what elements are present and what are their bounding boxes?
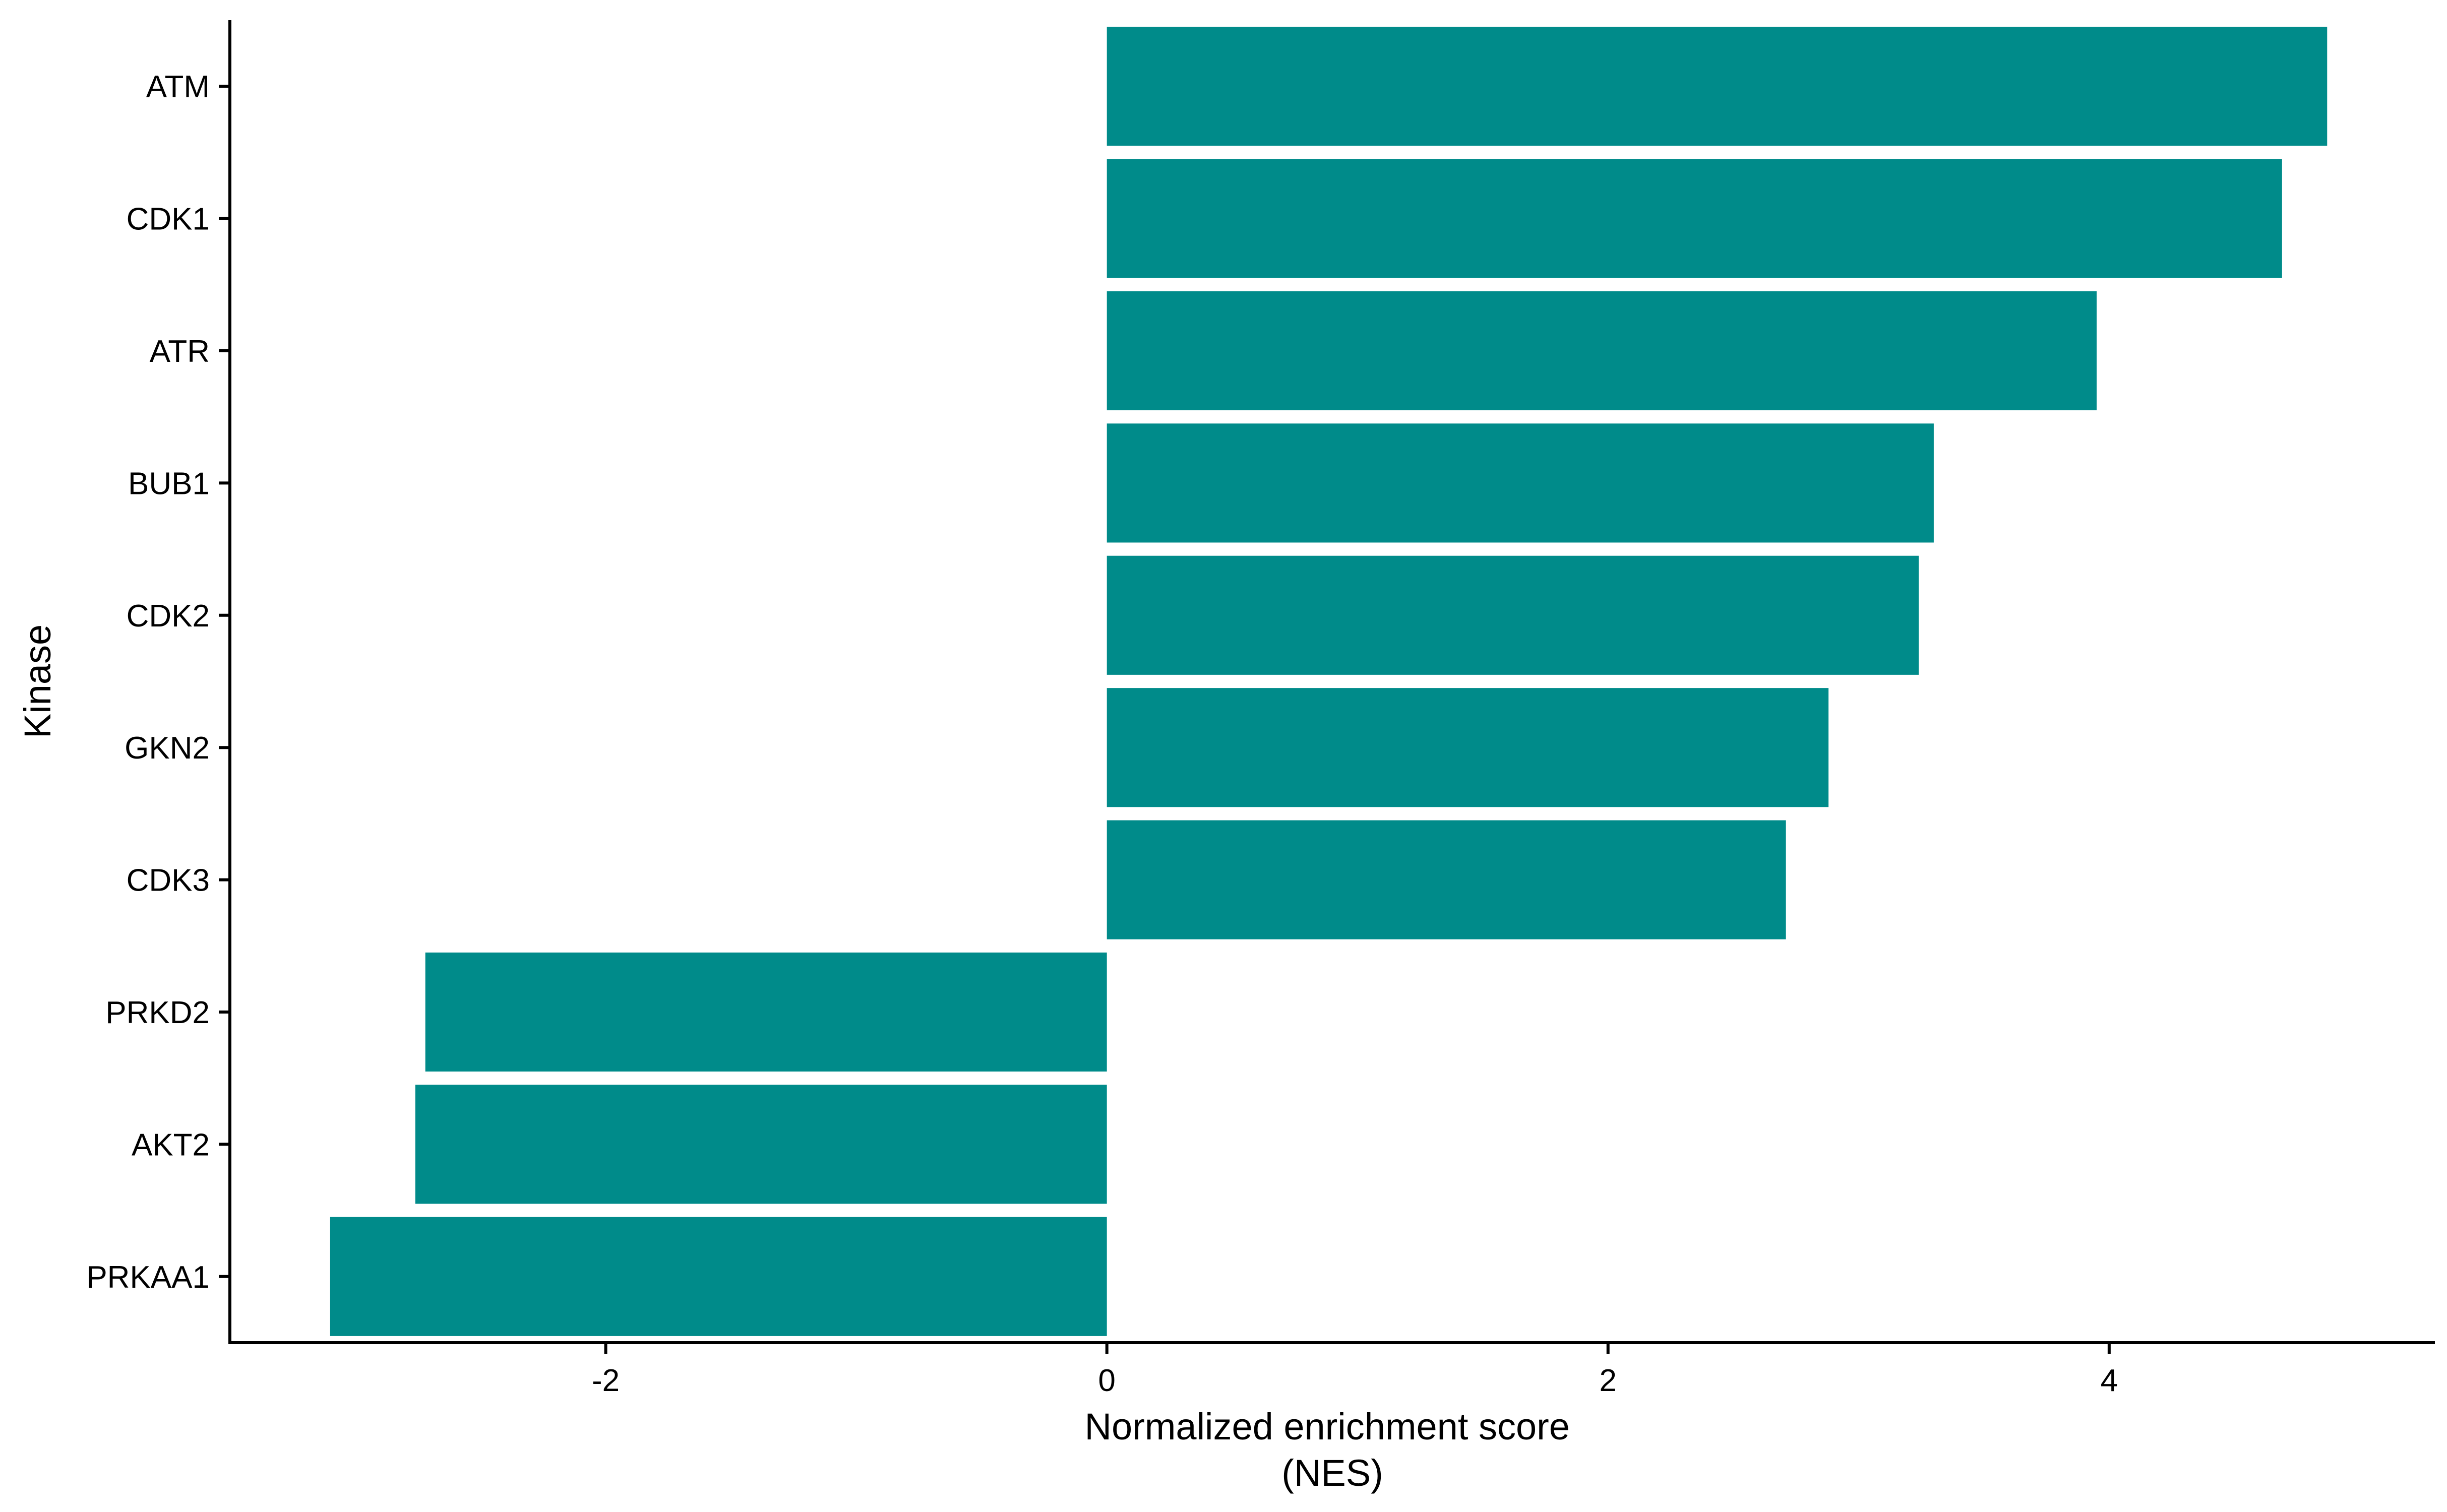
x-tick-label: 2	[1600, 1363, 1617, 1398]
y-tick-label-prkaa1: PRKAA1	[86, 1260, 210, 1295]
y-tick-label-cdk1: CDK1	[127, 202, 210, 237]
x-axis-title-line-1: Normalized enrichment score	[1085, 1406, 1570, 1447]
y-tick-label-gkn2: GKN2	[125, 731, 210, 766]
bar-prkd2	[425, 952, 1107, 1072]
y-tick-label-akt2: AKT2	[132, 1127, 210, 1162]
bars-group	[330, 27, 2328, 1336]
y-tick-label-prkd2: PRKD2	[105, 995, 210, 1030]
x-tick-label: -2	[592, 1363, 620, 1398]
x-tick-label: 4	[2101, 1363, 2118, 1398]
x-tick-label: 0	[1098, 1363, 1115, 1398]
x-axis-title-line-2: (NES)	[1281, 1452, 1383, 1494]
x-axis-title: Normalized enrichment score (NES)	[1085, 1406, 1580, 1494]
bar-cdk1	[1107, 159, 2282, 278]
y-tick-label-bub1: BUB1	[128, 466, 210, 501]
y-axis-title: Kinase	[17, 624, 58, 738]
y-tick-label-cdk2: CDK2	[127, 599, 210, 634]
y-axis-ticks: ATM CDK1 ATR BUB1 CDK2 GKN2 CDK3 PRKD2 AKT2 PRKAA…	[86, 70, 230, 1295]
bar-cdk2	[1107, 555, 1919, 675]
bar-prkaa1	[330, 1217, 1107, 1336]
y-tick-label-atm: ATM	[146, 70, 210, 104]
bar-gkn2	[1107, 688, 1829, 807]
bar-atr	[1107, 291, 2097, 411]
bar-cdk3	[1107, 820, 1786, 939]
y-tick-label-cdk3: CDK3	[127, 863, 210, 898]
bar-bub1	[1107, 423, 1934, 543]
x-axis-ticks: -2 0 2 4	[592, 1343, 2118, 1398]
bar-akt2	[415, 1085, 1107, 1204]
y-tick-label-atr: ATR	[150, 334, 210, 369]
bar-atm	[1107, 27, 2328, 146]
